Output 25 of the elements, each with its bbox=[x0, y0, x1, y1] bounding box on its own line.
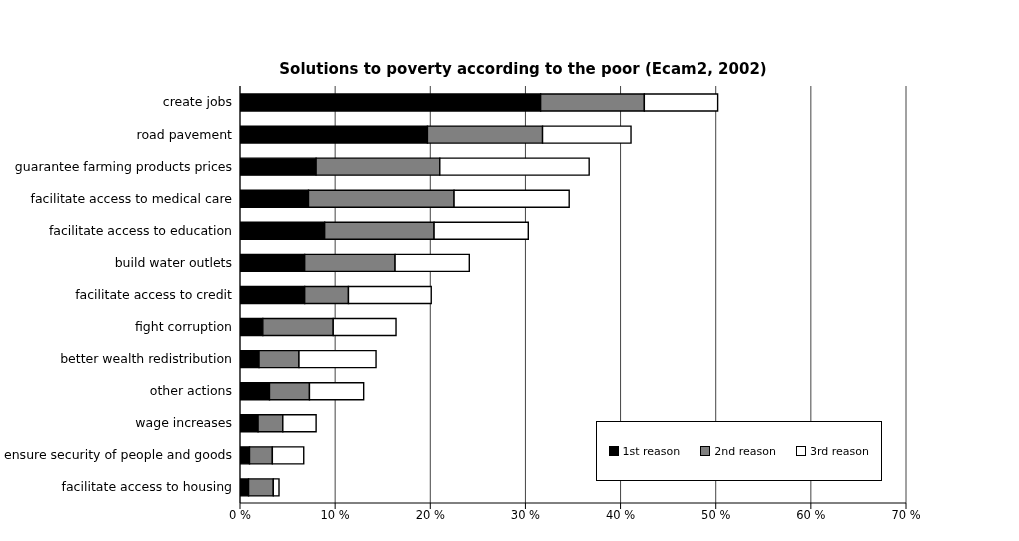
x-tick-label: 60 % bbox=[796, 508, 826, 523]
x-tick-label: 40 % bbox=[605, 508, 636, 523]
y-tick-label: guarantee farming products prices bbox=[14, 158, 232, 174]
x-tick-label: 50 % bbox=[701, 508, 731, 523]
y-tick-label: facilitate access to housing bbox=[61, 479, 232, 495]
y-tick-label: fight corruption bbox=[135, 319, 232, 335]
y-tick-label: facilitate access to medical care bbox=[30, 190, 233, 206]
y-tick-label: wage increases bbox=[135, 415, 232, 431]
x-tick-label: 30 % bbox=[510, 508, 541, 523]
chart-title: Solutions to poverty according to the poor (Ecam2, 2002) bbox=[278, 60, 768, 78]
y-tick-label: better wealth redistribution bbox=[60, 351, 232, 367]
x-tick-label: 70 % bbox=[891, 508, 921, 523]
y-tick-label: other actions bbox=[149, 383, 232, 399]
x-tick-label: 10 % bbox=[320, 508, 350, 523]
legend-label: 1st reason bbox=[622, 444, 681, 458]
legend-label: 2nd reason bbox=[714, 444, 776, 458]
y-tick-label: build water outlets bbox=[114, 254, 232, 270]
y-tick-label: facilitate access to credit bbox=[75, 286, 233, 302]
y-tick-label: road pavement bbox=[136, 126, 233, 142]
x-tick-label: 0 % bbox=[229, 508, 252, 523]
y-tick-label: create jobs bbox=[162, 94, 232, 110]
y-tick-label: facilitate access to education bbox=[48, 222, 232, 238]
x-tick-label: 20 % bbox=[415, 508, 445, 523]
legend-label: 3rd reason bbox=[809, 444, 869, 458]
y-tick-label: ensure security of people and goods bbox=[4, 447, 232, 463]
